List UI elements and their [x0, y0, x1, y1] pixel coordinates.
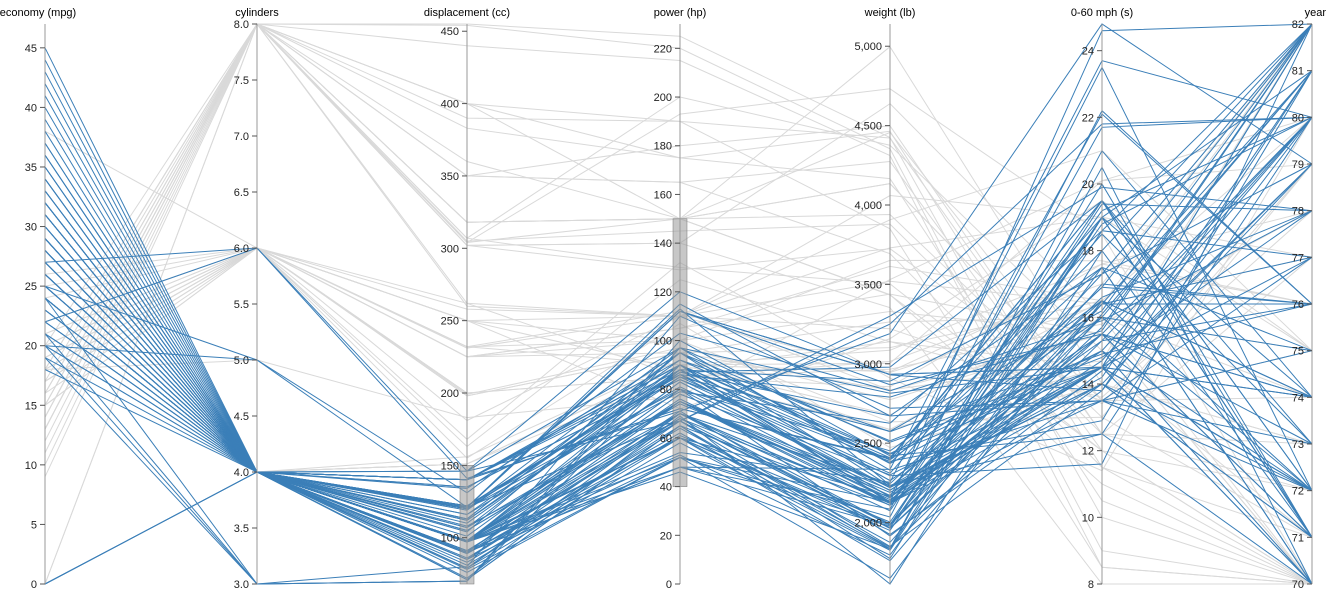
- tick-label: 2,000: [854, 518, 882, 530]
- tick-label: 22: [1082, 112, 1094, 124]
- axis-title-acceleration: 0-60 mph (s): [1071, 7, 1133, 19]
- tick-label: 120: [654, 287, 672, 299]
- axis-title-year: year: [1305, 7, 1327, 19]
- tick-label: 5.5: [234, 299, 249, 311]
- tick-label: 20: [660, 530, 672, 542]
- tick-label: 16: [1082, 312, 1094, 324]
- tick-label: 450: [441, 26, 459, 38]
- tick-label: 74: [1292, 392, 1304, 404]
- tick-label: 45: [25, 43, 37, 55]
- tick-label: 40: [660, 482, 672, 494]
- tick-label: 0: [31, 579, 37, 591]
- tick-label: 250: [441, 316, 459, 328]
- tick-label: 71: [1292, 532, 1304, 544]
- tick-label: 3,000: [854, 359, 882, 371]
- tick-label: 5: [31, 519, 37, 531]
- axis-title-economy: economy (mpg): [0, 7, 76, 19]
- tick-label: 3.0: [234, 579, 249, 591]
- tick-label: 24: [1082, 46, 1094, 58]
- tick-label: 15: [25, 400, 37, 412]
- axes-group: 0 5 10 15 20 25 30 35 40 45 economy (mpg) 3.0 3.5 4.0…: [0, 7, 1326, 591]
- tick-label: 200: [654, 92, 672, 104]
- tick-label: 2,500: [854, 438, 882, 450]
- tick-label: 200: [441, 388, 459, 400]
- tick-label: 7.5: [234, 75, 249, 87]
- tick-label: 4,000: [854, 200, 882, 212]
- tick-label: 6.0: [234, 243, 249, 255]
- tick-label: 77: [1292, 252, 1304, 264]
- tick-label: 75: [1292, 346, 1304, 358]
- tick-label: 76: [1292, 299, 1304, 311]
- tick-label: 0: [666, 579, 672, 591]
- tick-label: 4,500: [854, 121, 882, 133]
- axis-title-power: power (hp): [654, 7, 707, 19]
- tick-label: 25: [25, 281, 37, 293]
- tick-label: 8: [1088, 579, 1094, 591]
- tick-label: 60: [660, 433, 672, 445]
- tick-label: 20: [1082, 179, 1094, 191]
- axis-title-weight: weight (lb): [864, 7, 916, 19]
- tick-label: 100: [441, 533, 459, 545]
- axis-title-displacement: displacement (cc): [424, 7, 510, 19]
- tick-label: 80: [660, 384, 672, 396]
- tick-label: 7.0: [234, 131, 249, 143]
- tick-label: 73: [1292, 439, 1304, 451]
- tick-label: 300: [441, 243, 459, 255]
- tick-label: 3.5: [234, 523, 249, 535]
- tick-label: 30: [25, 222, 37, 234]
- tick-label: 8.0: [234, 19, 249, 31]
- tick-label: 180: [654, 141, 672, 153]
- tick-label: 82: [1292, 19, 1304, 31]
- tick-label: 4.0: [234, 467, 249, 479]
- tick-label: 140: [654, 238, 672, 250]
- tick-label: 10: [25, 460, 37, 472]
- tick-label: 20: [25, 341, 37, 353]
- tick-label: 350: [441, 171, 459, 183]
- tick-label: 4.5: [234, 411, 249, 423]
- tick-label: 78: [1292, 206, 1304, 218]
- tick-label: 12: [1082, 446, 1094, 458]
- tick-label: 14: [1082, 379, 1094, 391]
- tick-label: 160: [654, 189, 672, 201]
- tick-label: 70: [1292, 579, 1304, 591]
- tick-label: 5,000: [854, 41, 882, 53]
- tick-label: 81: [1292, 66, 1304, 78]
- tick-label: 150: [441, 460, 459, 472]
- tick-label: 18: [1082, 246, 1094, 258]
- tick-label: 100: [654, 336, 672, 348]
- tick-label: 400: [441, 99, 459, 111]
- tick-label: 5.0: [234, 355, 249, 367]
- tick-label: 80: [1292, 112, 1304, 124]
- tick-label: 40: [25, 102, 37, 114]
- tick-label: 35: [25, 162, 37, 174]
- tick-label: 220: [654, 43, 672, 55]
- axis-title-cylinders: cylinders: [235, 7, 279, 19]
- tick-label: 6.5: [234, 187, 249, 199]
- tick-label: 72: [1292, 486, 1304, 498]
- tick-label: 79: [1292, 159, 1304, 171]
- tick-label: 10: [1082, 512, 1094, 524]
- tick-label: 3,500: [854, 279, 882, 291]
